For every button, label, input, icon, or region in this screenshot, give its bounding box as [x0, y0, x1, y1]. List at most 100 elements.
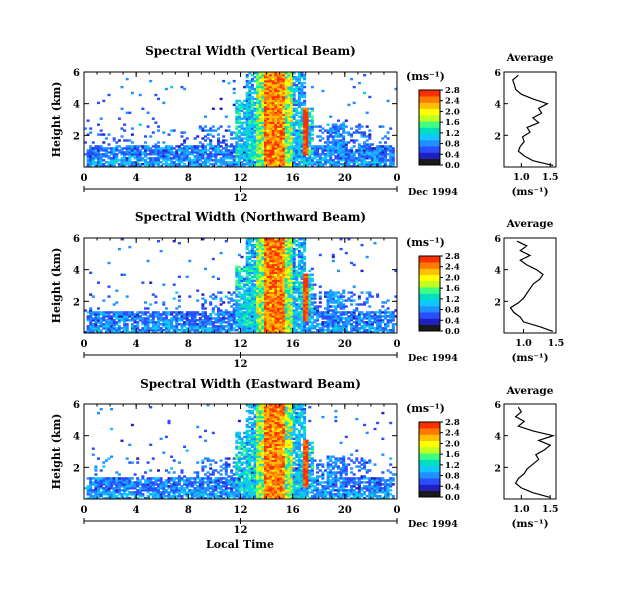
x-tick-label: 0 [394, 173, 401, 184]
heatmap-cell [310, 85, 314, 89]
heatmap-cell [94, 481, 98, 484]
heatmap-cell [310, 147, 314, 150]
heatmap-cell [162, 323, 166, 326]
heatmap-cell [198, 153, 202, 156]
heatmap-cell [219, 331, 223, 334]
heatmap-cell [269, 99, 273, 103]
heatmap-cell [89, 157, 93, 160]
heatmap-cell [269, 145, 273, 148]
heatmap-cell [97, 325, 100, 328]
heatmap-cell [318, 147, 322, 150]
heatmap-cell [245, 261, 249, 265]
heatmap-cell [381, 329, 385, 332]
heatmap-cell [264, 95, 267, 99]
heatmap-cell [261, 101, 265, 105]
heatmap-cell [261, 155, 265, 158]
heatmap-cell [316, 161, 320, 164]
heatmap-cell [154, 159, 158, 162]
heatmap-cell [339, 331, 343, 334]
heatmap-cell [363, 317, 367, 320]
heatmap-cell [235, 147, 239, 150]
heatmap-cell [331, 149, 335, 152]
heatmap-cell [154, 145, 158, 148]
heatmap-cell [123, 331, 127, 334]
heatmap-cell [305, 323, 309, 326]
heatmap-cell [365, 297, 369, 300]
heatmap-cell [370, 321, 374, 324]
heatmap-cell [130, 315, 134, 318]
heatmap-cell [180, 319, 184, 322]
heatmap-cell [271, 161, 275, 164]
heatmap-cell [125, 315, 129, 318]
heatmap-cell [123, 325, 127, 328]
heatmap-cell [352, 153, 356, 156]
heatmap-cell [303, 267, 307, 271]
heatmap-cell [154, 327, 158, 330]
heatmap-cell [284, 299, 288, 302]
heatmap-cell [365, 291, 369, 294]
heatmap-cell [269, 291, 273, 294]
heatmap-cell [274, 97, 278, 101]
heatmap-cell [162, 311, 166, 314]
heatmap-cell [151, 159, 155, 162]
heatmap-cell [368, 311, 372, 314]
heatmap-cell [253, 293, 257, 296]
heatmap-cell [300, 83, 304, 87]
heatmap-cell [237, 291, 241, 294]
heatmap-cell [331, 297, 335, 300]
heatmap-cell [245, 242, 249, 245]
heatmap-cell [164, 151, 168, 154]
heatmap-cell [300, 323, 304, 326]
heatmap-cell [107, 295, 111, 298]
heatmap-cell [144, 323, 147, 326]
heatmap-cell [274, 253, 278, 257]
heatmap-cell [110, 491, 114, 494]
heatmap-cell [305, 125, 309, 128]
heatmap-cell [334, 147, 338, 150]
y-tick-label: 4 [73, 266, 80, 277]
heatmap-cell [107, 143, 111, 146]
heatmap-cell [159, 249, 163, 253]
heatmap-cell [277, 151, 280, 154]
heatmap-cell [352, 165, 356, 168]
heatmap-cell [261, 301, 265, 304]
heatmap-cell [84, 127, 87, 130]
heatmap-cell [313, 301, 317, 304]
heatmap-cell [368, 149, 372, 152]
heatmap-cell [287, 299, 291, 302]
heatmap-cell [204, 319, 207, 322]
heatmap-cell [264, 131, 267, 134]
heatmap-cell [269, 255, 273, 259]
heatmap-cell [310, 125, 314, 128]
heatmap-cell [279, 145, 283, 148]
heatmap-cell [261, 247, 265, 251]
heatmap-cell [355, 331, 359, 334]
heatmap-cell [250, 275, 254, 278]
heatmap-cell [373, 147, 377, 150]
heatmap-cell [256, 273, 260, 276]
heatmap-cell [279, 135, 283, 138]
heatmap-cell [279, 323, 283, 326]
heatmap-cell [292, 305, 296, 308]
heatmap-cell [86, 487, 90, 490]
heatmap-cell [342, 325, 346, 328]
heatmap-cell [266, 159, 270, 162]
heatmap-cell [258, 72, 262, 75]
heatmap-cell [219, 325, 223, 328]
heatmap-cell [308, 309, 312, 312]
heatmap-cell [376, 325, 380, 328]
heatmap-cell [300, 251, 304, 255]
heatmap-cell [287, 287, 291, 290]
heatmap-cell [310, 137, 314, 140]
heatmap-cell [261, 297, 265, 300]
heatmap-cell [271, 289, 275, 292]
heatmap-cell [282, 125, 286, 128]
heatmap-cell [287, 89, 291, 93]
heatmap-cell [159, 323, 163, 326]
heatmap-cell [258, 313, 262, 316]
heatmap-cell [167, 163, 171, 166]
heatmap-cell [256, 79, 260, 83]
heatmap-cell [334, 291, 338, 294]
heatmap-cell [279, 285, 283, 288]
heatmap-cell [183, 323, 187, 326]
